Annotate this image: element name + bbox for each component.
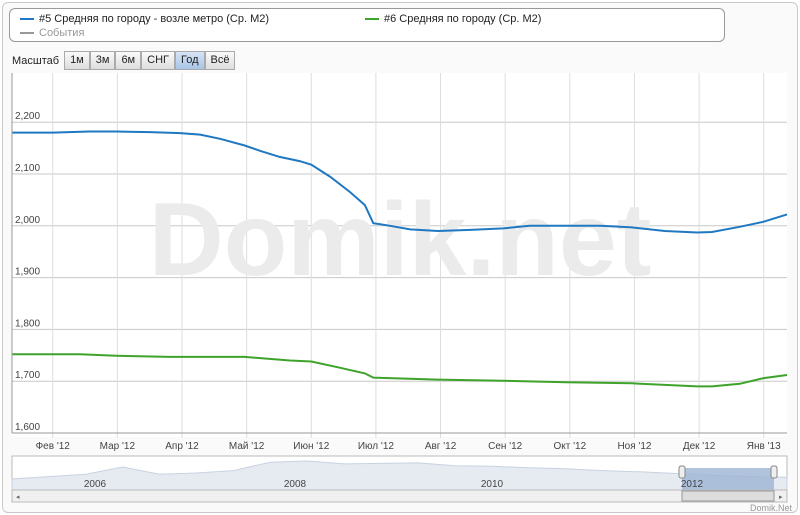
zoom-3m-button[interactable]: 3м [89, 51, 116, 70]
zoom-label: Масштаб [12, 54, 60, 67]
zoom-ytd-button[interactable]: СНГ [141, 51, 175, 70]
scrollbar-track[interactable] [11, 489, 788, 503]
x-tick-label: Июл '12 [358, 441, 395, 452]
watermark: Domik.net [149, 182, 652, 298]
x-tick-label: Июн '12 [293, 441, 329, 452]
x-tick-label: Фев '12 [36, 441, 71, 452]
y-tick-label: 2,200 [15, 111, 40, 122]
x-tick-label: Ноя '12 [617, 441, 651, 452]
navigator-year-label: 2012 [681, 479, 704, 490]
x-tick-label: Дек '12 [683, 441, 716, 452]
zoom-all-button[interactable]: Всё [204, 51, 236, 70]
navigator-handle[interactable] [678, 465, 686, 479]
series6-swatch [365, 18, 379, 20]
legend-item-series5[interactable]: #5 Средняя по городу - возле метро (Ср. … [20, 13, 269, 25]
scroll-left-arrow-icon[interactable]: ◂ [16, 494, 20, 501]
x-tick-label: Мар '12 [100, 441, 136, 452]
plot-area [12, 73, 787, 437]
legend-item-series6[interactable]: #6 Средняя по городу (Ср. М2) [365, 13, 541, 25]
series-line-5 [12, 130, 788, 234]
navigator-year-label: 2010 [481, 479, 504, 490]
zoom-1m-button[interactable]: 1м [64, 51, 90, 70]
y-tick-label: 1,600 [15, 422, 40, 433]
y-tick-label: 2,000 [15, 215, 40, 226]
x-tick-label: Янв '13 [747, 441, 781, 452]
y-tick-label: 2,100 [15, 163, 40, 174]
events-swatch [20, 32, 34, 34]
zoom-year-button[interactable]: Год [174, 51, 205, 70]
x-tick-label: Май '12 [229, 441, 265, 452]
series5-swatch [20, 18, 34, 20]
x-tick-label: Сен '12 [488, 441, 523, 452]
x-tick-label: Апр '12 [165, 441, 199, 452]
y-tick-label: 1,800 [15, 318, 40, 329]
navigator-year-label: 2008 [284, 479, 307, 490]
legend-label: События [39, 27, 85, 39]
credit-link[interactable]: Domik.Net [749, 503, 792, 513]
navigator-handle[interactable] [770, 465, 778, 479]
x-tick-label: Окт '12 [553, 441, 586, 452]
zoom-toolbar: Масштаб 1м 3м 6м СНГ Год Всё [12, 51, 236, 70]
y-tick-label: 1,700 [15, 370, 40, 381]
legend-label: #5 Средняя по городу - возле метро (Ср. … [39, 13, 270, 25]
scroll-right-arrow-icon[interactable]: ▸ [779, 494, 783, 501]
legend-item-events[interactable]: События [20, 27, 84, 39]
zoom-6m-button[interactable]: 6м [115, 51, 142, 70]
y-tick-label: 1,900 [15, 267, 40, 278]
x-tick-label: Авг '12 [425, 441, 457, 452]
navigator-year-label: 2006 [84, 479, 107, 490]
legend-label: #6 Средняя по городу (Ср. М2) [384, 13, 542, 25]
legend: #5 Средняя по городу - возле метро (Ср. … [9, 8, 725, 42]
navigator[interactable]: 2006 2008 2010 2012 ◂ ▸ [11, 455, 788, 503]
navigator-selection [682, 468, 774, 490]
scrollbar-thumb[interactable] [681, 490, 775, 502]
